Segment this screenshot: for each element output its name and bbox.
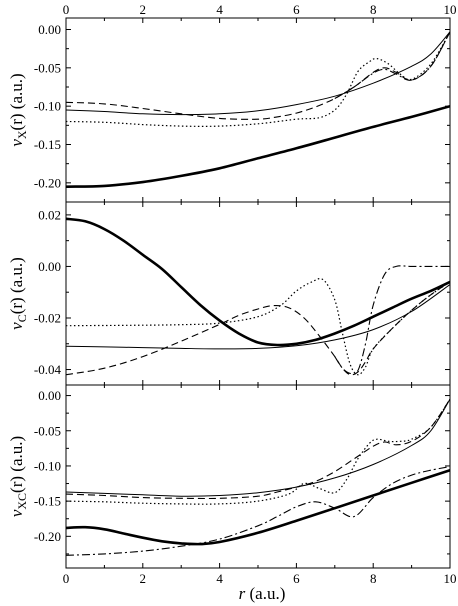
y-tick-label: -0.04 <box>34 362 62 377</box>
y-tick-label: 0.02 <box>38 207 61 222</box>
y-tick-label: -0.15 <box>34 494 61 509</box>
series-line-thick <box>66 104 450 188</box>
series-line-dashed <box>66 31 450 120</box>
panel-frame <box>65 201 451 386</box>
y-tick-label: -0.20 <box>34 529 61 544</box>
series-line-thick <box>66 217 450 347</box>
x-tick-label-top: 10 <box>444 2 457 17</box>
y-tick-label: 0.00 <box>38 388 61 403</box>
y-tick-label: -0.05 <box>34 423 61 438</box>
x-tick-label-top: 4 <box>216 2 223 17</box>
x-tick-label-top: 6 <box>293 2 300 17</box>
y-tick-label: -0.02 <box>34 310 61 325</box>
x-tick-label: 4 <box>216 571 223 586</box>
y-tick-label: 0.00 <box>38 259 61 274</box>
series-line-thin <box>66 398 450 497</box>
series-line-dashdot <box>334 31 450 99</box>
x-tick-label: 2 <box>140 571 147 586</box>
y-tick-label: -0.10 <box>34 99 61 114</box>
y-axis-label: vX(r) (a.u.) <box>7 73 29 146</box>
y-tick-label: -0.10 <box>34 458 61 473</box>
x-tick-label-top: 2 <box>140 2 147 17</box>
series-line-dashed <box>66 398 450 500</box>
series-line-dotted <box>66 398 450 505</box>
x-tick-label-top: 8 <box>370 2 377 17</box>
x-tick-label-top: 0 <box>63 2 70 17</box>
panels-layer: 0.00 -0.05 -0.10 -0.15 -0.20 vX(r) (a.u.) 0.02… <box>7 2 457 586</box>
panel-frame <box>65 384 451 569</box>
panel-1: 0.00 -0.05 -0.10 -0.15 -0.20 vX(r) (a.u.) <box>7 17 451 203</box>
x-tick-label: 6 <box>293 571 300 586</box>
series-line-dotted <box>66 278 450 376</box>
series-line-dashdot <box>334 265 450 375</box>
y-tick-label: -0.15 <box>34 137 61 152</box>
panel-frame <box>65 17 451 203</box>
y-axis-label: vC(r) (a.u.) <box>7 257 29 330</box>
y-tick-label: 0.00 <box>38 22 61 37</box>
y-tick-label: -0.05 <box>34 60 61 75</box>
y-tick-label: -0.20 <box>34 175 61 190</box>
series-line-dashdot <box>66 466 450 556</box>
series-line-dashed <box>66 281 450 376</box>
y-axis-label: vXC(r) (a.u.) <box>7 436 29 517</box>
panel-2: 0.02 0.00 -0.02 -0.04 vC(r) (a.u.) <box>7 201 451 386</box>
x-tick-label: 0 <box>63 571 70 586</box>
series-line-dotted <box>66 31 450 127</box>
series-line-thin <box>66 284 450 350</box>
x-tick-label: 10 <box>444 571 457 586</box>
x-axis: r (a.u.) <box>239 584 286 603</box>
x-axis-label: r (a.u.) <box>239 584 286 603</box>
x-tick-label: 8 <box>370 571 377 586</box>
series-line-thin <box>66 31 450 116</box>
series-line-thick <box>66 468 450 546</box>
panel-3: 0.00 -0.05 -0.10 -0.15 -0.20 vXC(r) (a.u.) <box>7 384 451 569</box>
